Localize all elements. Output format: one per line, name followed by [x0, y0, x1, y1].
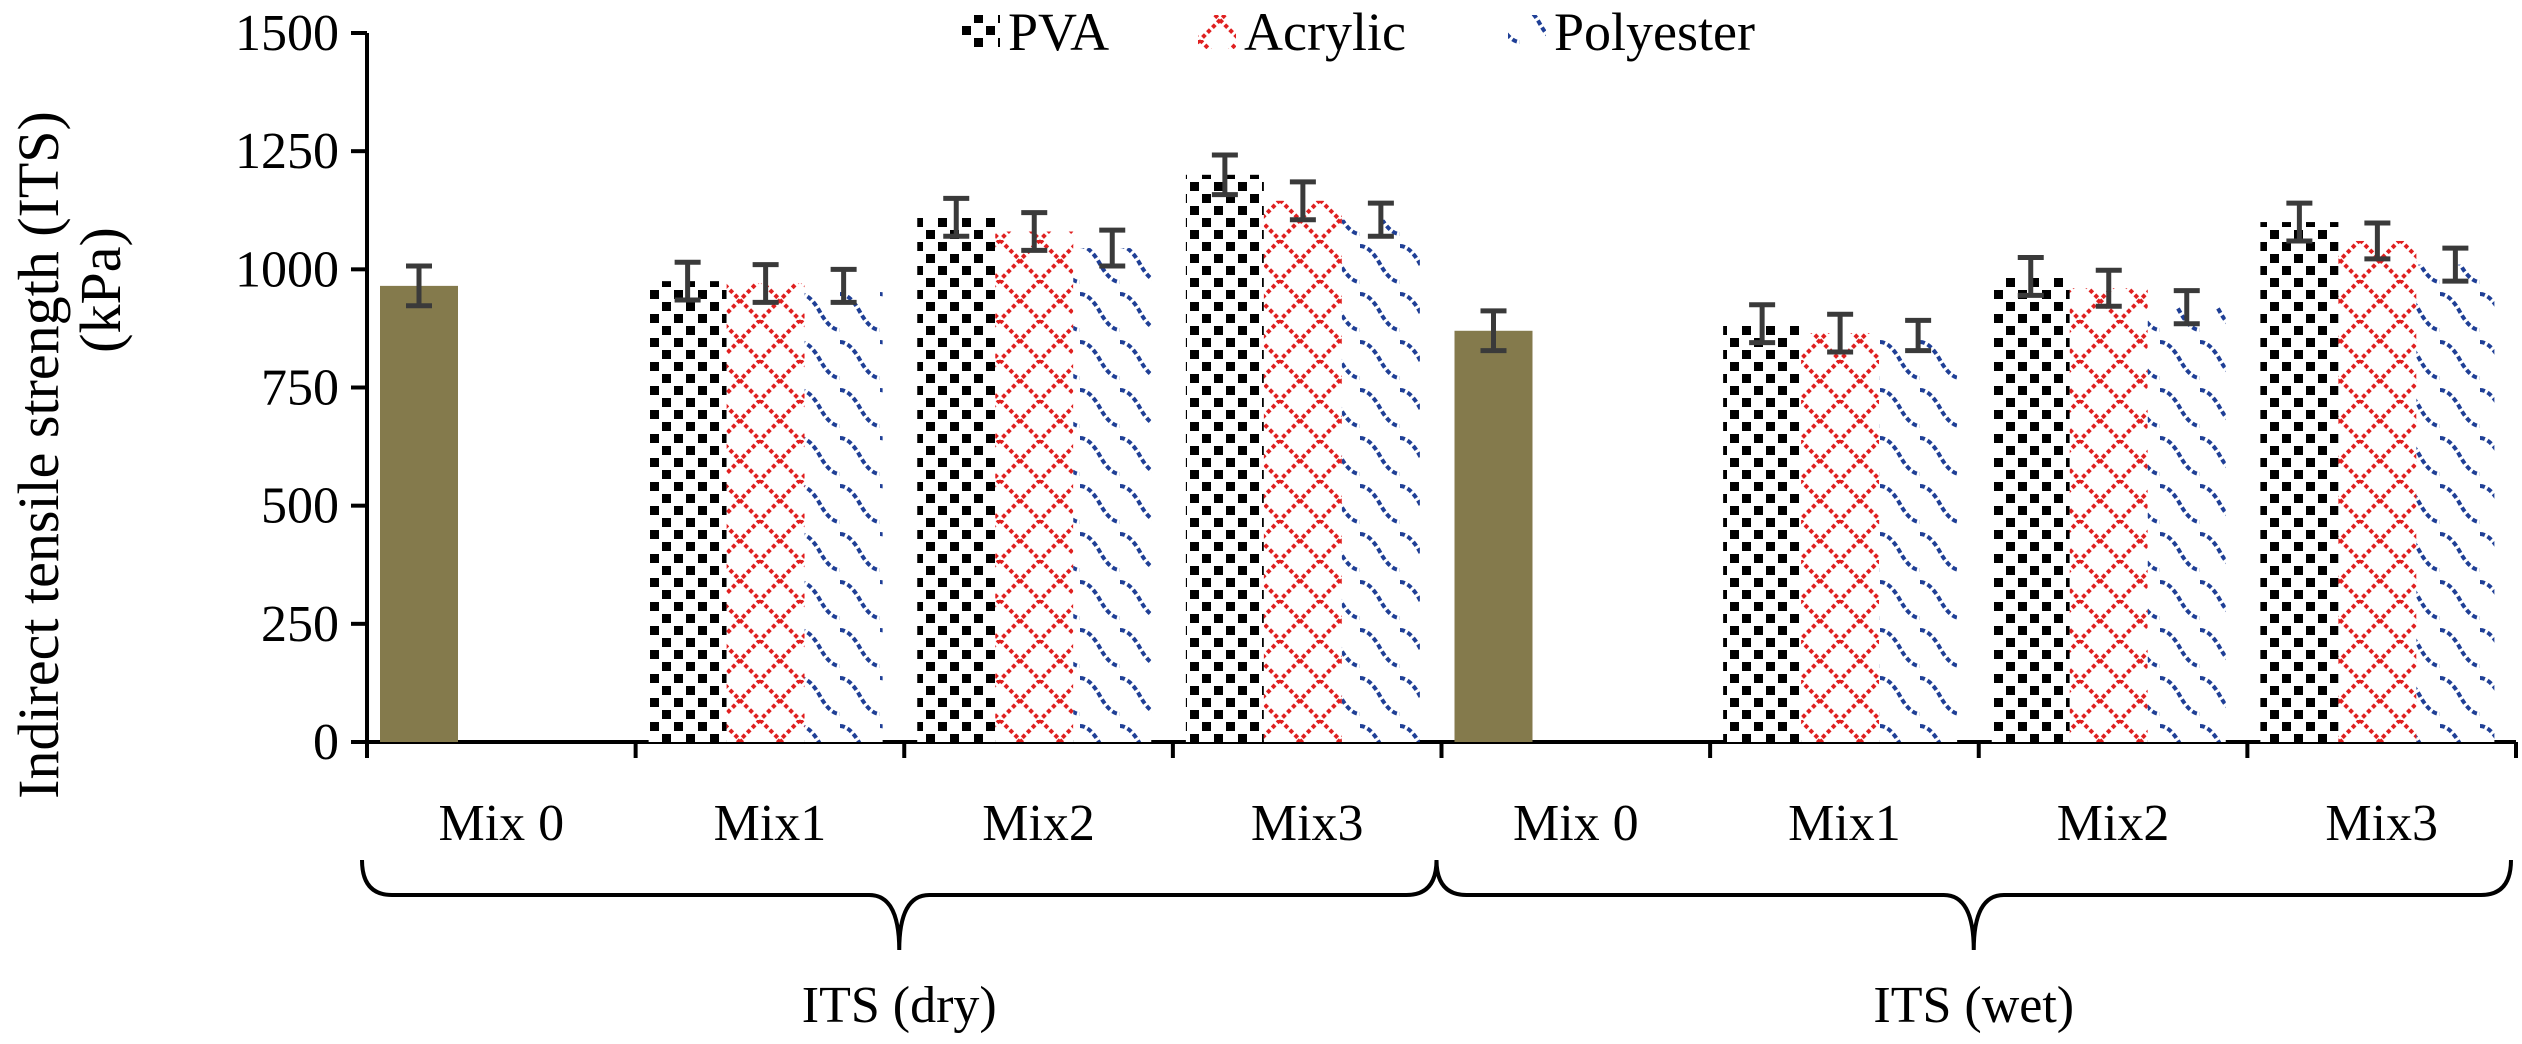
bar-control-mix0 — [1454, 330, 1533, 742]
y-tick-label: 250 — [261, 596, 339, 653]
bar-control-mix0 — [380, 285, 458, 742]
legend-swatch-pva — [962, 15, 1000, 49]
y-axis-label-line1: Indirect tensile strength (ITS) — [6, 111, 71, 799]
y-tick-label: 1500 — [235, 5, 339, 62]
bar-polyester — [804, 285, 883, 742]
bar-pva — [1723, 323, 1802, 742]
bar-pva — [1991, 276, 2070, 742]
category-label: Mix1 — [714, 795, 827, 852]
group-braces: ITS (dry) ITS (wet) — [360, 859, 2513, 1034]
bar-pva — [917, 217, 996, 743]
category-label: Mix2 — [982, 795, 1095, 852]
category-label: Mix 0 — [438, 795, 564, 852]
bar-pva — [2260, 222, 2339, 743]
legend-swatch-acrylic — [1198, 15, 1236, 49]
category-label: Mix 0 — [1513, 795, 1639, 852]
group-brace — [360, 859, 1439, 951]
bar-pva — [648, 281, 727, 742]
category-label: Mix3 — [1251, 795, 1364, 852]
y-tick-label: 1000 — [235, 241, 339, 298]
bar-polyester — [2416, 264, 2495, 742]
error-bars — [406, 152, 2469, 355]
bar-polyester — [1073, 248, 1152, 742]
y-tick-label: 1250 — [235, 123, 339, 180]
legend-label-polyester: Polyester — [1554, 2, 1755, 62]
bar-acrylic — [995, 231, 1074, 742]
y-tick-label: 750 — [261, 360, 339, 417]
y-axis-label-line2: (kPa) — [68, 227, 133, 353]
legend-swatch-polyester — [1508, 15, 1546, 49]
bar-acrylic — [2069, 288, 2148, 742]
y-ticks: 0 250 500 750 1000 1250 1500 — [235, 5, 367, 771]
y-tick-label: 0 — [313, 714, 339, 771]
bar-acrylic — [2338, 240, 2417, 742]
bar-acrylic — [1263, 200, 1342, 743]
legend-label-pva: PVA — [1008, 2, 1109, 62]
legend: PVA Acrylic Polyester — [962, 2, 1755, 62]
legend-label-acrylic: Acrylic — [1244, 2, 1406, 62]
bars — [380, 174, 2495, 743]
x-ticks — [365, 742, 2518, 758]
bar-polyester — [1879, 335, 1958, 742]
group-label: ITS (wet) — [1873, 977, 2074, 1034]
y-tick-label: 500 — [261, 478, 339, 535]
bar-polyester — [2147, 307, 2226, 742]
group-label: ITS (dry) — [802, 977, 997, 1034]
bar-polyester — [1341, 219, 1420, 742]
bar-acrylic — [726, 283, 805, 742]
category-label: Mix2 — [2057, 795, 2170, 852]
group-brace — [1434, 859, 2513, 951]
category-label: Mix3 — [2325, 795, 2438, 852]
bar-pva — [1185, 174, 1264, 743]
category-label: Mix1 — [1788, 795, 1901, 852]
category-labels: Mix 0 Mix1 Mix2 Mix3 Mix 0 Mix1 Mix2 Mix3 — [438, 795, 2438, 852]
bar-acrylic — [1801, 333, 1880, 742]
